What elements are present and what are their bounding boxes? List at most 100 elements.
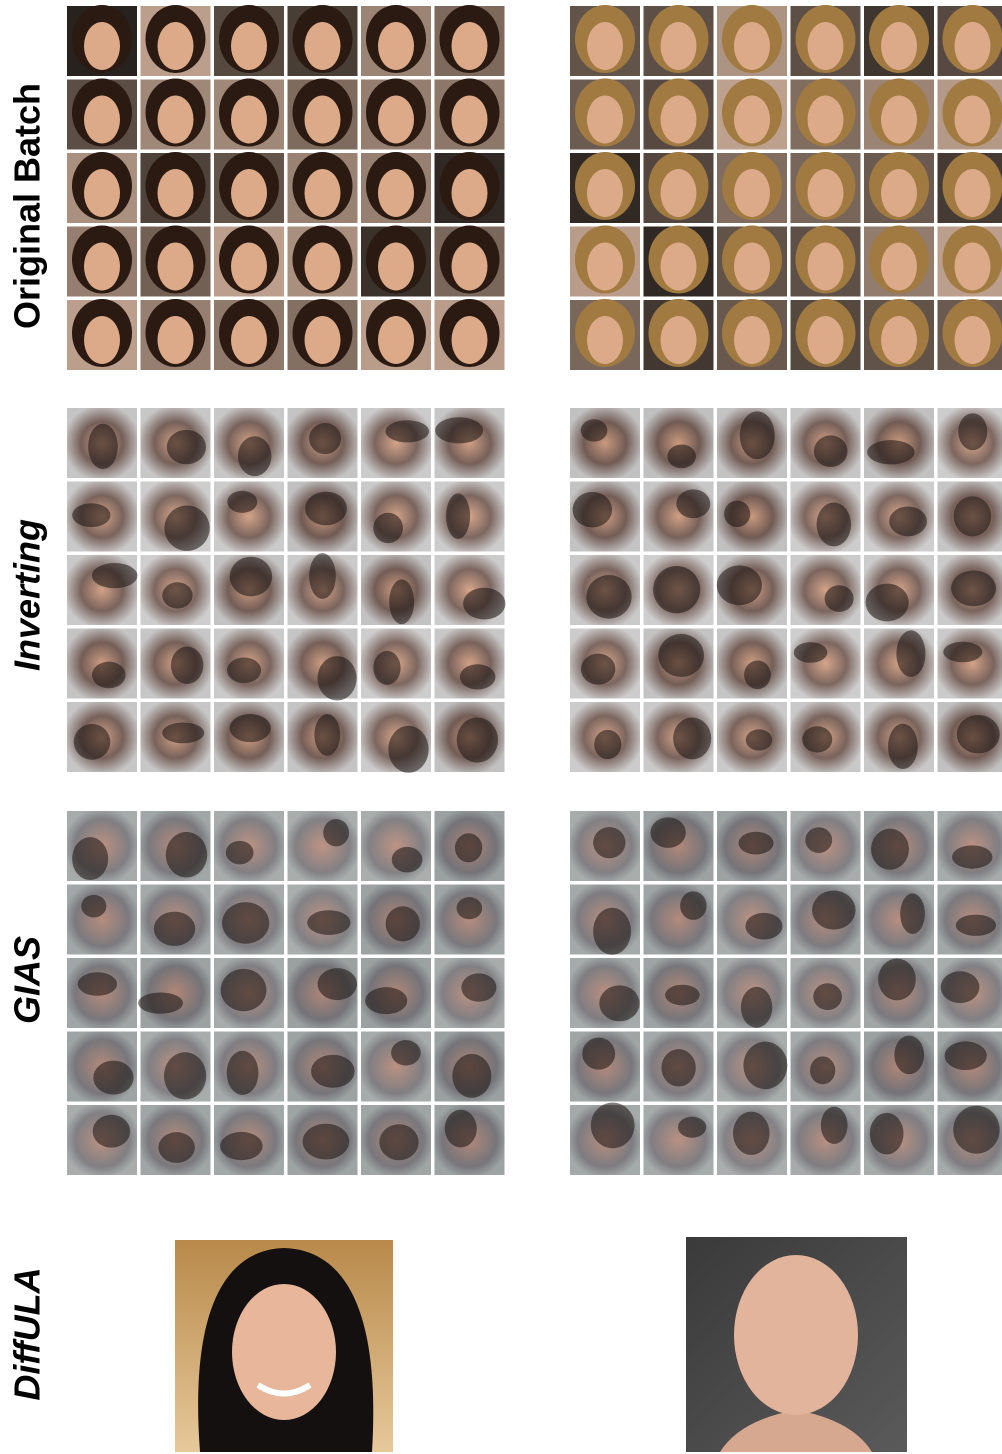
- tile-shadow: [680, 891, 707, 920]
- image-tile: [716, 555, 787, 625]
- image-tile: [937, 884, 1002, 955]
- face: [378, 242, 414, 291]
- image-tile: [287, 481, 358, 552]
- face: [84, 169, 120, 217]
- image-tile: [790, 884, 861, 955]
- image-grid: [570, 408, 1002, 772]
- tile-shadow: [952, 845, 993, 869]
- tile-content: [361, 408, 431, 478]
- image-tile: [214, 1105, 284, 1175]
- image-tile: [67, 628, 137, 699]
- face: [587, 242, 623, 291]
- tile-shadow: [733, 1111, 770, 1155]
- tile-shadow: [91, 562, 138, 589]
- tile-shadow: [810, 1056, 836, 1085]
- image-tile: [138, 958, 211, 1028]
- tile-shadow: [943, 641, 983, 663]
- image-tile: [287, 884, 358, 955]
- tile-shadow: [650, 817, 686, 848]
- image-grid: [67, 811, 505, 1175]
- image-tile: [434, 884, 505, 955]
- tile-shadow: [389, 579, 415, 625]
- face: [734, 1255, 858, 1415]
- tile-shadow: [373, 512, 403, 544]
- face: [451, 22, 488, 70]
- face: [304, 242, 341, 291]
- face: [734, 169, 770, 217]
- tile-shadow: [958, 413, 988, 451]
- face: [304, 95, 341, 144]
- tile-shadow: [816, 502, 852, 547]
- face: [881, 95, 917, 144]
- tile-shadow: [459, 664, 496, 690]
- image-tile: [864, 5, 934, 76]
- image-tile: [937, 1031, 1002, 1102]
- face: [954, 242, 991, 291]
- image-tile: [937, 225, 1002, 297]
- tile-shadow: [594, 729, 622, 760]
- image-tile: [864, 225, 934, 297]
- image-tile: [864, 811, 934, 881]
- image-tile: [361, 299, 431, 370]
- image-tile: [67, 958, 137, 1028]
- image-tile: [570, 702, 640, 772]
- image-tile: [937, 811, 1002, 881]
- image-tile: [790, 299, 861, 370]
- image-tile: [570, 958, 640, 1028]
- image-tile: [287, 811, 358, 881]
- image-tile: [864, 481, 934, 552]
- image-tile: [361, 481, 431, 552]
- face: [378, 169, 414, 217]
- tile-shadow: [72, 503, 111, 528]
- image-tile: [140, 1031, 211, 1102]
- face: [157, 22, 194, 70]
- tile-shadow: [889, 506, 927, 537]
- image-tile: [790, 555, 861, 625]
- tile-shadow: [446, 493, 471, 539]
- image-tile: [67, 299, 137, 370]
- image-tile: [643, 408, 714, 478]
- tile-shadow: [88, 423, 118, 470]
- image-tile: [717, 811, 787, 881]
- face: [378, 22, 414, 70]
- image-tile: [643, 555, 714, 625]
- image-tile: [643, 811, 714, 881]
- face: [157, 95, 194, 144]
- image-tile: [287, 958, 358, 1028]
- image-tile: [67, 78, 137, 150]
- image-tile: [287, 408, 358, 478]
- image-tile: [67, 1031, 137, 1102]
- image-tile: [434, 225, 505, 297]
- image-tile: [434, 1031, 505, 1102]
- face: [587, 316, 623, 364]
- image-grid: [570, 811, 1002, 1175]
- tile-content: [434, 884, 505, 955]
- image-tile: [67, 884, 137, 955]
- tile-shadow: [391, 846, 423, 873]
- image-tile: [214, 481, 284, 552]
- tile-shadow: [888, 723, 918, 770]
- tile-shadow: [673, 717, 712, 760]
- image-tile: [864, 299, 934, 370]
- image-tile: [937, 702, 1002, 772]
- face: [231, 316, 267, 364]
- face: [660, 169, 697, 217]
- image-tile: [717, 5, 787, 76]
- image-tile: [643, 628, 714, 699]
- tile-shadow: [385, 420, 430, 443]
- tile-shadow: [311, 1054, 355, 1088]
- image-grid: [67, 408, 506, 773]
- tile-shadow: [867, 440, 915, 465]
- image-tile: [864, 958, 934, 1028]
- tile-shadow: [227, 490, 258, 513]
- face: [304, 169, 341, 217]
- image-tile: [570, 555, 640, 625]
- image-tile: [287, 5, 358, 76]
- tile-shadow: [388, 725, 429, 773]
- tile-shadow: [745, 729, 773, 751]
- tile-shadow: [813, 983, 843, 1011]
- image-tile: [361, 408, 431, 478]
- image-tile: [140, 628, 211, 699]
- tile-shadow: [580, 653, 616, 685]
